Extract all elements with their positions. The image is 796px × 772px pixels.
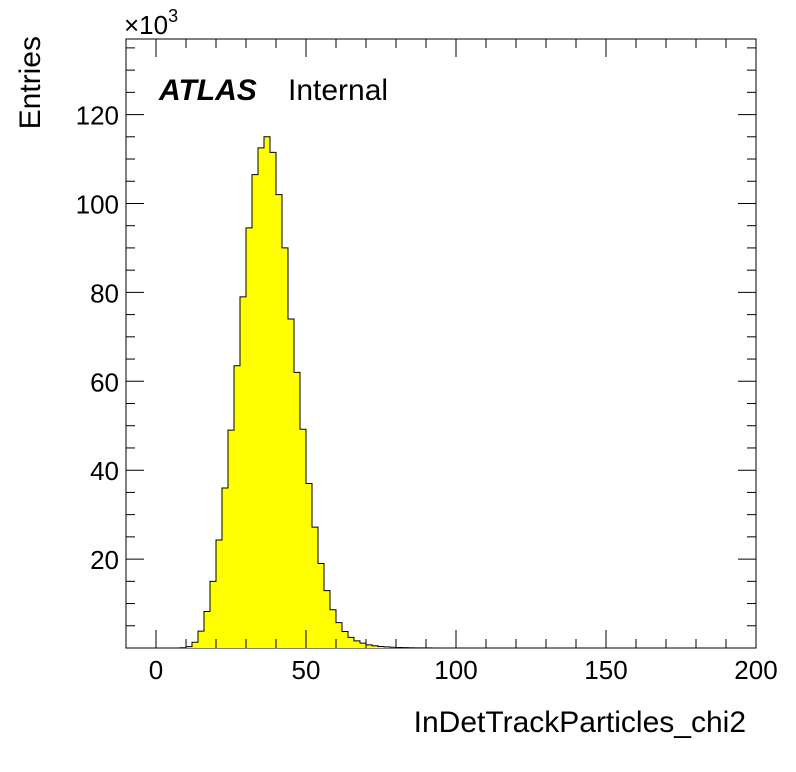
y-multiplier-label: ×103 (124, 6, 178, 40)
histogram-outline (156, 136, 457, 649)
histogram-bar (336, 622, 342, 648)
histogram-bar (342, 631, 348, 648)
histogram-bar (210, 581, 216, 648)
histogram-bar (324, 590, 330, 648)
histogram-bar (246, 227, 252, 649)
x-tick-label: 50 (292, 655, 321, 685)
axis-ticks (126, 39, 756, 648)
histogram-bar (198, 631, 204, 648)
x-tick-label: 150 (584, 655, 627, 685)
histogram-bar (306, 483, 312, 648)
x-axis-label: InDetTrackParticles_chi2 (414, 706, 746, 739)
histogram-bar (384, 646, 390, 648)
histogram-bar (288, 319, 294, 648)
histogram-bar (282, 247, 288, 648)
histogram-bar (318, 563, 324, 648)
histogram-bar (330, 609, 336, 648)
histogram-bar (258, 147, 264, 648)
y-tick-label: 80 (90, 278, 119, 308)
histogram-bar (222, 487, 228, 648)
histogram-bar (294, 372, 300, 648)
histogram-bar (348, 637, 354, 648)
histogram-bar (228, 430, 234, 648)
histogram-bars (180, 136, 456, 649)
histogram-bar (270, 152, 276, 649)
atlas-label: ATLAS (158, 74, 257, 107)
y-axis-label: Entries (14, 36, 47, 129)
histogram-bar (234, 365, 240, 648)
y-tick-label: 120 (76, 101, 119, 131)
histogram-bar (354, 640, 360, 648)
histogram-bar (204, 611, 210, 648)
y-tick-label: 60 (90, 367, 119, 397)
histogram-bar (264, 136, 270, 648)
x-tick-label: 0 (149, 655, 163, 685)
histogram-bar (372, 645, 378, 648)
y-tick-labels: 20 40 60 80 100 120 (76, 101, 119, 576)
histogram-bar (252, 174, 258, 648)
histogram-bar (192, 642, 198, 648)
histogram-bar (186, 646, 192, 648)
x-tick-label: 200 (734, 655, 777, 685)
x-tick-label: 100 (434, 655, 477, 685)
y-tick-label: 20 (90, 545, 119, 575)
histogram-bar (300, 429, 306, 648)
histogram-bar (360, 643, 366, 648)
x-tick-labels: 0 50 100 150 200 (149, 655, 778, 685)
histogram-bar (216, 539, 222, 648)
atlas-sublabel: Internal (288, 74, 388, 107)
histogram-bar (240, 296, 246, 648)
histogram-bar (366, 644, 372, 648)
y-tick-label: 40 (90, 456, 119, 486)
histogram-bar (276, 194, 282, 649)
y-tick-label: 100 (76, 189, 119, 219)
histogram-bar (312, 527, 318, 648)
histogram-bar (378, 646, 384, 648)
